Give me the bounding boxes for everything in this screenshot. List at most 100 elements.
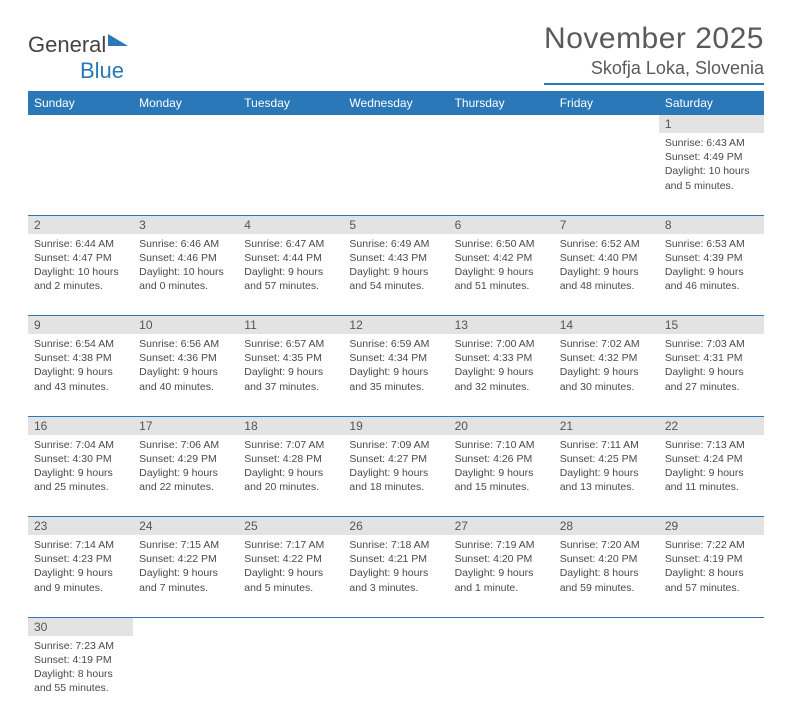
day-number: 13 bbox=[449, 316, 554, 335]
daylight-line: Daylight: 10 hours and 2 minutes. bbox=[34, 265, 127, 293]
daylight-line: Daylight: 9 hours and 32 minutes. bbox=[455, 365, 548, 393]
daylight-line: Daylight: 9 hours and 15 minutes. bbox=[455, 466, 548, 494]
sunset-line: Sunset: 4:30 PM bbox=[34, 452, 127, 466]
sunset-line: Sunset: 4:19 PM bbox=[34, 653, 127, 667]
sunset-line: Sunset: 4:35 PM bbox=[244, 351, 337, 365]
sunset-line: Sunset: 4:26 PM bbox=[455, 452, 548, 466]
day-number: 23 bbox=[28, 517, 133, 536]
calendar-table: SundayMondayTuesdayWednesdayThursdayFrid… bbox=[28, 91, 764, 718]
sunrise-line: Sunrise: 7:00 AM bbox=[455, 337, 548, 351]
day-number: 20 bbox=[449, 416, 554, 435]
day-cell bbox=[28, 133, 133, 215]
daylight-line: Daylight: 10 hours and 5 minutes. bbox=[665, 164, 758, 192]
daynum-row: 23242526272829 bbox=[28, 517, 764, 536]
sunrise-line: Sunrise: 6:44 AM bbox=[34, 237, 127, 251]
day-content: Sunrise: 6:53 AMSunset: 4:39 PMDaylight:… bbox=[659, 234, 764, 298]
logo-text: GeneralBlue bbox=[28, 32, 130, 84]
day-number: 10 bbox=[133, 316, 238, 335]
daylight-line: Daylight: 9 hours and 20 minutes. bbox=[244, 466, 337, 494]
daylight-line: Daylight: 9 hours and 30 minutes. bbox=[560, 365, 653, 393]
day-content: Sunrise: 7:10 AMSunset: 4:26 PMDaylight:… bbox=[449, 435, 554, 499]
day-number: 29 bbox=[659, 517, 764, 536]
day-number: 6 bbox=[449, 215, 554, 234]
day-number: 26 bbox=[343, 517, 448, 536]
day-cell: Sunrise: 7:13 AMSunset: 4:24 PMDaylight:… bbox=[659, 435, 764, 517]
sunset-line: Sunset: 4:47 PM bbox=[34, 251, 127, 265]
day-number bbox=[343, 617, 448, 636]
day-content: Sunrise: 6:57 AMSunset: 4:35 PMDaylight:… bbox=[238, 334, 343, 398]
day-number: 4 bbox=[238, 215, 343, 234]
day-content: Sunrise: 6:54 AMSunset: 4:38 PMDaylight:… bbox=[28, 334, 133, 398]
day-cell bbox=[343, 133, 448, 215]
day-number bbox=[133, 115, 238, 133]
week-row: Sunrise: 6:44 AMSunset: 4:47 PMDaylight:… bbox=[28, 234, 764, 316]
daylight-line: Daylight: 9 hours and 3 minutes. bbox=[349, 566, 442, 594]
daylight-line: Daylight: 9 hours and 37 minutes. bbox=[244, 365, 337, 393]
day-content: Sunrise: 7:18 AMSunset: 4:21 PMDaylight:… bbox=[343, 535, 448, 599]
day-cell: Sunrise: 7:06 AMSunset: 4:29 PMDaylight:… bbox=[133, 435, 238, 517]
day-cell: Sunrise: 6:54 AMSunset: 4:38 PMDaylight:… bbox=[28, 334, 133, 416]
week-row: Sunrise: 7:04 AMSunset: 4:30 PM Daylight:… bbox=[28, 435, 764, 517]
sunrise-line: Sunrise: 7:09 AM bbox=[349, 438, 442, 452]
sunrise-line: Sunrise: 6:50 AM bbox=[455, 237, 548, 251]
sunrise-line: Sunrise: 7:06 AM bbox=[139, 438, 232, 452]
sunset-line: Sunset: 4:33 PM bbox=[455, 351, 548, 365]
day-cell bbox=[238, 636, 343, 718]
day-number bbox=[28, 115, 133, 133]
sunrise-line: Sunrise: 7:07 AM bbox=[244, 438, 337, 452]
sunrise-line: Sunrise: 6:43 AM bbox=[665, 136, 758, 150]
daylight-line: Daylight: 9 hours and 40 minutes. bbox=[139, 365, 232, 393]
day-content: Sunrise: 7:23 AMSunset: 4:19 PMDaylight:… bbox=[28, 636, 133, 700]
day-content: Sunrise: 7:11 AMSunset: 4:25 PMDaylight:… bbox=[554, 435, 659, 499]
sunset-line: Sunset: 4:24 PM bbox=[665, 452, 758, 466]
day-content: Sunrise: 7:19 AMSunset: 4:20 PMDaylight:… bbox=[449, 535, 554, 599]
day-number: 12 bbox=[343, 316, 448, 335]
sunset-line: Sunset: 4:43 PM bbox=[349, 251, 442, 265]
sunrise-line: Sunrise: 7:11 AM bbox=[560, 438, 653, 452]
daylight-line: Daylight: 8 hours and 59 minutes. bbox=[560, 566, 653, 594]
daylight-line: Daylight: 9 hours and 27 minutes. bbox=[665, 365, 758, 393]
weekday-header: Tuesday bbox=[238, 91, 343, 115]
day-number: 7 bbox=[554, 215, 659, 234]
weekday-header: Monday bbox=[133, 91, 238, 115]
day-cell: Sunrise: 6:57 AMSunset: 4:35 PMDaylight:… bbox=[238, 334, 343, 416]
daylight-line: Daylight: 8 hours and 57 minutes. bbox=[665, 566, 758, 594]
day-content: Sunrise: 7:17 AMSunset: 4:22 PMDaylight:… bbox=[238, 535, 343, 599]
day-cell: Sunrise: 6:46 AMSunset: 4:46 PMDaylight:… bbox=[133, 234, 238, 316]
day-content: Sunrise: 6:50 AMSunset: 4:42 PMDaylight:… bbox=[449, 234, 554, 298]
sunset-line: Sunset: 4:36 PM bbox=[139, 351, 232, 365]
sunset-line: Sunset: 4:40 PM bbox=[560, 251, 653, 265]
day-number: 2 bbox=[28, 215, 133, 234]
month-title: November 2025 bbox=[544, 22, 764, 56]
weekday-header: Friday bbox=[554, 91, 659, 115]
day-content: Sunrise: 6:52 AMSunset: 4:40 PMDaylight:… bbox=[554, 234, 659, 298]
weekday-header: Wednesday bbox=[343, 91, 448, 115]
sunrise-line: Sunrise: 6:57 AM bbox=[244, 337, 337, 351]
sunset-line: Sunset: 4:19 PM bbox=[665, 552, 758, 566]
sunrise-line: Sunrise: 6:56 AM bbox=[139, 337, 232, 351]
day-cell: Sunrise: 7:03 AMSunset: 4:31 PMDaylight:… bbox=[659, 334, 764, 416]
sunset-line: Sunset: 4:27 PM bbox=[349, 452, 442, 466]
sunrise-line: Sunrise: 7:04 AM bbox=[34, 438, 127, 452]
sunrise-line: Sunrise: 6:54 AM bbox=[34, 337, 127, 351]
header: GeneralBlue November 2025 Skofja Loka, S… bbox=[28, 22, 764, 85]
sunrise-line: Sunrise: 7:02 AM bbox=[560, 337, 653, 351]
sunrise-line: Sunrise: 6:52 AM bbox=[560, 237, 653, 251]
weekday-header: Saturday bbox=[659, 91, 764, 115]
day-number: 19 bbox=[343, 416, 448, 435]
sunset-line: Sunset: 4:23 PM bbox=[34, 552, 127, 566]
daylight-line: Daylight: 9 hours and 35 minutes. bbox=[349, 365, 442, 393]
daylight-line: Daylight: 9 hours and 1 minute. bbox=[455, 566, 548, 594]
day-content: Sunrise: 7:06 AMSunset: 4:29 PMDaylight:… bbox=[133, 435, 238, 499]
day-number: 8 bbox=[659, 215, 764, 234]
day-content: Sunrise: 7:02 AMSunset: 4:32 PMDaylight:… bbox=[554, 334, 659, 398]
day-cell bbox=[238, 133, 343, 215]
day-number: 11 bbox=[238, 316, 343, 335]
day-cell: Sunrise: 7:00 AMSunset: 4:33 PMDaylight:… bbox=[449, 334, 554, 416]
day-cell: Sunrise: 7:11 AMSunset: 4:25 PMDaylight:… bbox=[554, 435, 659, 517]
daylight-line: Daylight: 9 hours and 18 minutes. bbox=[349, 466, 442, 494]
logo-text-blue: Blue bbox=[80, 58, 124, 83]
sunset-line: Sunset: 4:42 PM bbox=[455, 251, 548, 265]
title-block: November 2025 Skofja Loka, Slovenia bbox=[544, 22, 764, 85]
day-number: 15 bbox=[659, 316, 764, 335]
